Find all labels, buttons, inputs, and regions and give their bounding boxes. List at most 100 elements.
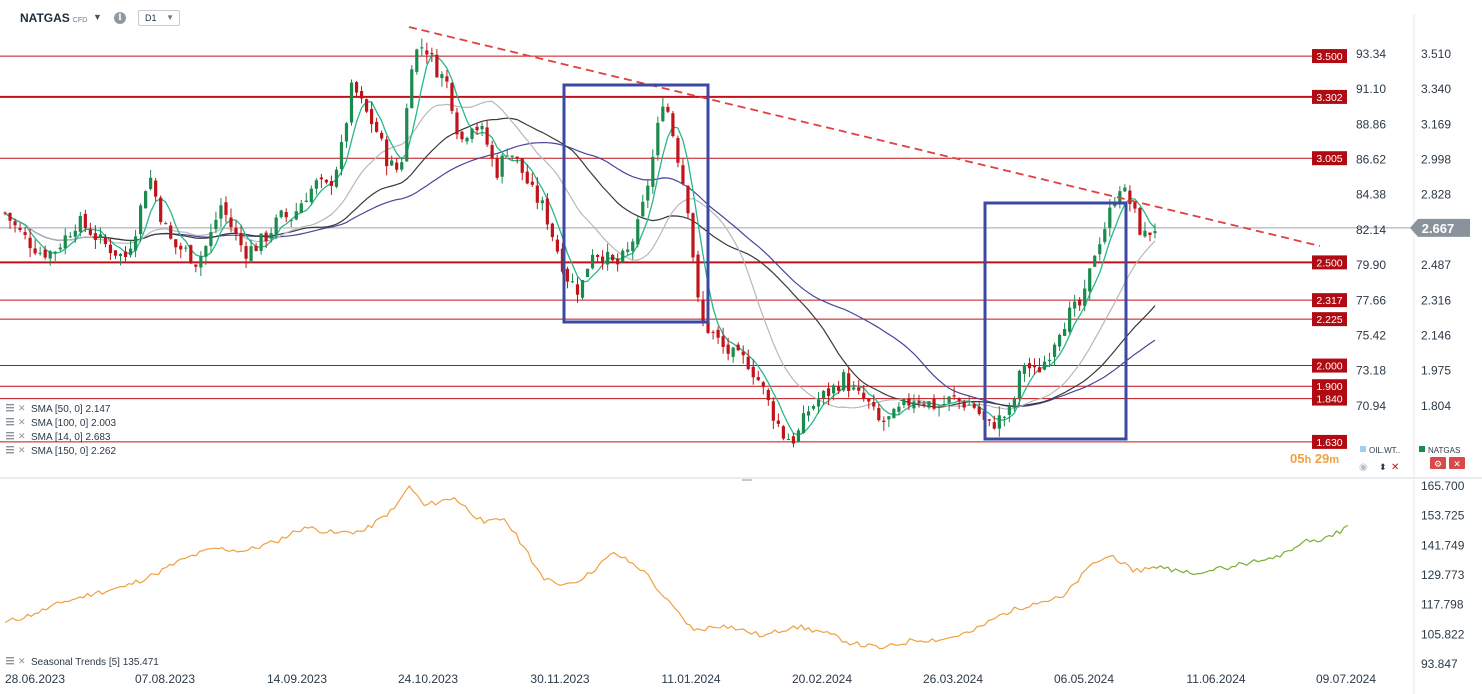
date-tick-label: 07.08.2023 [135, 672, 195, 686]
symbol-selector[interactable]: NATGAS CFD [20, 11, 88, 25]
candle [63, 228, 67, 255]
legend-item-oilwti[interactable]: OIL.WT..◉ ⬍ ✕ [1359, 446, 1400, 473]
indicator-text: SMA [100, 0] 2.003 [31, 418, 116, 429]
candle [1088, 268, 1092, 301]
date-tick-label: 28.06.2023 [5, 672, 65, 686]
candle [816, 392, 821, 414]
candle [154, 177, 158, 202]
candle [872, 394, 876, 411]
candle [344, 122, 349, 149]
candle [174, 239, 178, 255]
secondary-tick-label: 82.14 [1356, 223, 1386, 237]
indicator-label[interactable]: ✕ SMA [14, 0] 2.683 [6, 432, 111, 443]
secondary-tick-label: 70.94 [1356, 399, 1386, 413]
menu-icon [6, 418, 14, 420]
level-label: 2.317 [1316, 295, 1342, 307]
level-badge[interactable]: 3.302 [1312, 89, 1347, 104]
indicator-label[interactable]: ✕ SMA [100, 0] 2.003 [6, 418, 116, 429]
candle [726, 337, 730, 361]
level-badge[interactable]: 1.900 [1312, 379, 1347, 394]
highlight-box[interactable] [983, 201, 1128, 441]
level-badge[interactable]: 2.500 [1312, 255, 1347, 270]
candle [631, 238, 635, 260]
timeframe-dropdown[interactable]: D1 ▼ [138, 10, 180, 26]
candle [319, 173, 323, 189]
candle [133, 229, 138, 258]
chart-toolbar: NATGAS CFD ▼ i D1 ▼ [0, 0, 1482, 36]
date-tick-label: 11.06.2024 [1186, 672, 1245, 686]
candle [972, 401, 976, 410]
candle [535, 177, 539, 210]
level-badge[interactable]: 2.225 [1312, 312, 1347, 327]
price-tick-label: 2.316 [1421, 293, 1451, 307]
level-badge[interactable]: 1.630 [1312, 434, 1347, 449]
level-label: 3.005 [1316, 153, 1342, 165]
candle [314, 178, 318, 195]
candle [149, 169, 153, 191]
candle [540, 196, 544, 211]
candle [520, 158, 524, 181]
candle [947, 396, 951, 412]
candle [128, 240, 133, 258]
candle [410, 65, 414, 109]
level-badge[interactable]: 1.840 [1312, 391, 1347, 406]
candle [1027, 357, 1032, 377]
level-badge[interactable]: 3.500 [1312, 49, 1347, 64]
level-badge[interactable]: 2.000 [1312, 358, 1347, 373]
candle [405, 103, 409, 163]
candle [18, 223, 22, 233]
seasonal-tick-label: 105.822 [1421, 627, 1465, 641]
candle [194, 264, 198, 273]
candle [219, 197, 223, 228]
candle [1128, 185, 1132, 212]
candle [585, 268, 590, 278]
candle [349, 79, 354, 126]
seasonal-tick-label: 117.798 [1421, 598, 1464, 612]
chevron-down-icon: ▼ [166, 13, 174, 22]
candle [505, 148, 509, 157]
candle [942, 395, 946, 406]
info-icon[interactable]: i [114, 12, 126, 24]
candle [294, 202, 298, 221]
candle [977, 402, 981, 416]
candle [1073, 294, 1077, 317]
svg-text:OIL.WT..: OIL.WT.. [1369, 446, 1400, 455]
candle [580, 279, 585, 300]
level-label: 2.500 [1316, 257, 1342, 269]
close-icon: ✕ [18, 418, 26, 428]
chevron-down-icon[interactable]: ▼ [93, 12, 102, 22]
candle [1007, 402, 1011, 423]
seasonal-tick-label: 165.700 [1421, 479, 1465, 493]
indicator-label[interactable]: ✕ SMA [150, 0] 2.262 [6, 446, 116, 457]
indicator-label[interactable]: ✕ SMA [50, 0] 2.147 [6, 404, 111, 415]
candle [430, 47, 434, 63]
date-tick-label: 11.01.2024 [661, 672, 720, 686]
candle [299, 199, 303, 214]
candle [545, 193, 549, 230]
highlight-box[interactable] [562, 83, 710, 324]
level-badge[interactable]: 2.317 [1312, 293, 1347, 308]
legend-item-natgas[interactable]: NATGAS ⚙ ✕ [1419, 446, 1465, 470]
candle [801, 405, 806, 434]
candle [209, 223, 213, 253]
candle [465, 136, 469, 145]
secondary-tick-label: 84.38 [1356, 188, 1386, 202]
candle [159, 195, 163, 225]
candle [957, 397, 961, 410]
price-tick-label: 2.146 [1421, 328, 1451, 342]
candle [842, 369, 846, 392]
candle [1083, 279, 1087, 312]
candle [887, 415, 891, 428]
candle [510, 155, 514, 162]
candle [867, 397, 871, 409]
seasonal-indicator-label[interactable]: ✕ Seasonal Trends [5] 135.471 [6, 657, 159, 668]
candle [811, 404, 816, 411]
candle [1022, 362, 1027, 382]
level-badge[interactable]: 3.005 [1312, 151, 1347, 166]
close-icon: ✕ [18, 432, 26, 442]
candle [68, 232, 72, 238]
candle [28, 228, 32, 258]
candle [184, 245, 188, 252]
candle [806, 405, 811, 422]
trendline[interactable] [408, 26, 1321, 247]
